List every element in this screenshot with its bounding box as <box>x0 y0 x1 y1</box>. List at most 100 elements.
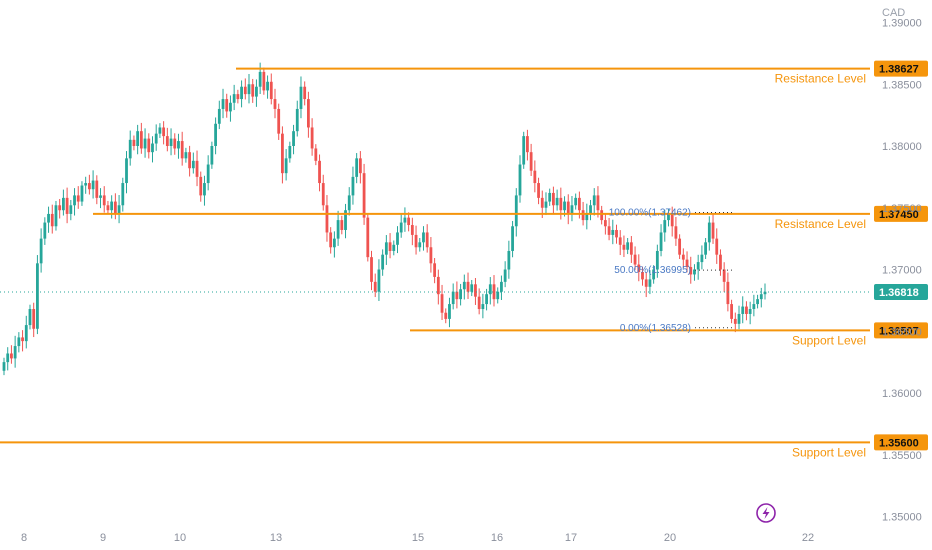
candle-body <box>273 99 277 109</box>
candle-body <box>403 217 407 223</box>
candle-body <box>173 138 177 149</box>
candle-body <box>507 250 511 270</box>
candle-body <box>574 197 578 206</box>
candle-body <box>678 238 682 255</box>
candle-body <box>221 99 225 109</box>
candle-body <box>17 337 21 347</box>
candle-body <box>652 269 656 280</box>
candle-body <box>492 284 496 300</box>
candle-body <box>629 242 633 255</box>
candle-body <box>147 138 151 153</box>
candle-body <box>54 205 58 227</box>
candle-body <box>199 176 203 196</box>
candle-body <box>444 312 448 319</box>
candle-body <box>414 234 418 248</box>
candle-body <box>399 222 403 233</box>
candle-body <box>121 183 125 206</box>
candle-body <box>321 183 325 206</box>
candle-body <box>585 213 589 221</box>
candle-body <box>655 250 659 270</box>
candle-body <box>433 263 437 277</box>
candle-body <box>488 284 492 295</box>
price-tick: 1.36000 <box>882 388 922 400</box>
candle-body <box>373 281 377 292</box>
candle-body <box>50 213 54 227</box>
candle-body <box>210 146 214 165</box>
levels-layer: Resistance Level 1.38627 Resistance Level 1… <box>0 60 928 459</box>
candle-body <box>24 325 28 342</box>
candle-body <box>381 254 385 270</box>
candle-body <box>91 180 95 190</box>
level-price-text: 1.36507 <box>879 325 919 337</box>
candle-body <box>514 195 518 227</box>
currency-label: CAD <box>882 7 905 19</box>
candle-body <box>466 281 470 292</box>
candle-body <box>689 267 693 275</box>
candle-body <box>232 94 236 103</box>
candle-body <box>455 291 459 300</box>
candle-body <box>203 183 206 196</box>
candle-body <box>314 148 318 161</box>
candle-body <box>180 141 184 159</box>
candle-body <box>663 220 667 233</box>
candle-body <box>707 222 711 243</box>
candle-body <box>36 263 39 329</box>
candle-body <box>355 158 359 177</box>
candle-body <box>99 195 102 198</box>
candle-body <box>307 99 310 128</box>
candle-body <box>325 205 329 233</box>
candle-body <box>158 127 162 134</box>
candle-body <box>366 217 370 258</box>
candle-body <box>570 205 574 214</box>
candle-body <box>206 164 210 184</box>
candle-body <box>533 170 537 184</box>
time-tick: 16 <box>491 532 503 544</box>
candle-body <box>295 108 299 132</box>
candle-body <box>95 180 99 198</box>
candle-body <box>284 158 288 174</box>
time-tick: 9 <box>100 532 106 544</box>
candle-body <box>633 254 637 265</box>
candle-body <box>125 158 128 184</box>
candle-body <box>336 220 340 239</box>
candle-body <box>436 276 440 295</box>
time-tick: 8 <box>21 532 27 544</box>
candle-body <box>752 304 756 310</box>
candle-body <box>763 291 767 295</box>
candle-body <box>6 353 10 363</box>
candle-body <box>151 143 154 153</box>
candle-body <box>600 210 604 221</box>
candle-body <box>358 158 362 174</box>
candle-body <box>704 242 708 255</box>
candle-body <box>299 86 303 109</box>
candle-body <box>407 217 411 226</box>
lightning-icon[interactable] <box>756 503 776 523</box>
candle-body <box>448 304 451 319</box>
candle-body <box>670 213 674 227</box>
current-price-text: 1.36818 <box>879 287 919 299</box>
candle-body <box>733 318 737 324</box>
candle-body <box>555 197 559 206</box>
candle-body <box>332 238 336 248</box>
candle-body <box>563 201 566 211</box>
candle-body <box>117 205 121 214</box>
candle-body <box>511 226 514 251</box>
candle-body <box>251 84 255 97</box>
candle-body <box>470 284 474 292</box>
time-axis: 8 9 10 13 15 16 17 20 22 <box>21 532 814 544</box>
candle-body <box>618 237 622 245</box>
candle-body <box>32 309 36 329</box>
candle-body <box>548 192 552 202</box>
candle-body <box>559 197 563 211</box>
candle-body <box>674 226 678 239</box>
candle-body <box>388 242 392 251</box>
time-tick: 15 <box>412 532 424 544</box>
candle-body <box>266 81 269 91</box>
level-price-text: 1.35600 <box>879 437 919 449</box>
candle-body <box>143 138 147 149</box>
candle-body <box>162 127 166 137</box>
candle-body <box>169 138 173 146</box>
candle-body <box>637 264 641 272</box>
fibonacci-layer: 100.00%(1.37462) 50.00%(1.36995) 0.00%(1.3… <box>609 207 735 334</box>
